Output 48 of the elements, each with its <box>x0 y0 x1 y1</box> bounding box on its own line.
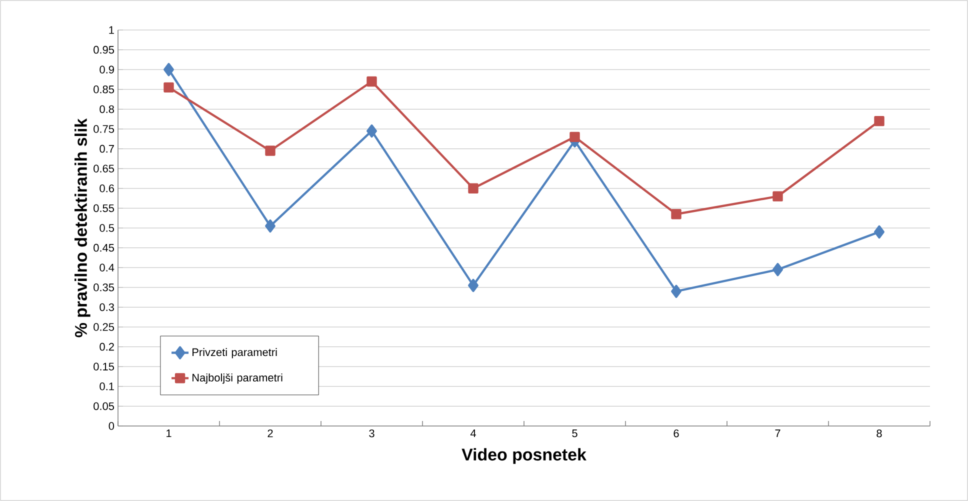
point <box>772 262 783 276</box>
x-tick-label: 2 <box>268 430 273 438</box>
y-tick-label: 0.2 <box>100 342 114 351</box>
point <box>874 116 884 126</box>
point <box>468 183 478 194</box>
y-tick-label: 0.4 <box>100 264 114 272</box>
point <box>366 76 377 87</box>
y-tick-label: 0.3 <box>100 303 114 312</box>
y-tick-label: 0.5 <box>100 224 114 232</box>
x-tick-label: 4 <box>470 430 476 438</box>
point <box>671 209 682 220</box>
y-tick-label: 0 <box>108 422 114 430</box>
point <box>671 284 682 298</box>
point <box>265 219 276 233</box>
y-tick-label: 1 <box>109 26 114 34</box>
x-tick-label: 1 <box>166 430 172 438</box>
y-tick-label: 0.95 <box>94 46 114 54</box>
x-tick-label: 5 <box>572 430 578 438</box>
point <box>164 62 174 76</box>
point <box>772 191 783 202</box>
y-tick-label: 0.1 <box>100 382 114 390</box>
point <box>366 124 377 138</box>
y-tick-label: 0.7 <box>100 144 114 153</box>
y-tick-label: 0.55 <box>94 204 114 212</box>
point <box>265 146 276 156</box>
y-tick-label: 0.15 <box>94 362 114 370</box>
legend-label: Najboljši parametri <box>192 373 282 384</box>
x-tick-label: 3 <box>369 430 374 438</box>
y-tick-label: 0.35 <box>94 284 114 292</box>
y-tick-label: 0.05 <box>94 402 114 410</box>
y-tick-label: 0.85 <box>94 86 114 94</box>
point <box>468 278 478 292</box>
y-tick-label: 0.25 <box>94 323 114 331</box>
y-tick-label: 0.45 <box>94 244 114 252</box>
y-tick-label: 0.6 <box>100 184 114 192</box>
point <box>164 82 174 93</box>
point <box>570 132 580 142</box>
y-tick-label: 0.8 <box>100 105 114 114</box>
y-axis-title: % pravilno detektiranih slik <box>74 118 90 338</box>
legend-label: Privzeti parametri <box>192 348 277 358</box>
x-axis-title: Video posnetek <box>462 448 586 464</box>
x-tick-label: 6 <box>674 430 679 438</box>
y-tick-label: 0.75 <box>94 125 114 133</box>
x-tick-label: 8 <box>876 430 882 438</box>
y-tick-label: 0.65 <box>94 164 114 172</box>
y-tick-label: 0.9 <box>100 66 114 74</box>
point <box>874 225 884 239</box>
x-tick-label: 7 <box>775 430 780 438</box>
